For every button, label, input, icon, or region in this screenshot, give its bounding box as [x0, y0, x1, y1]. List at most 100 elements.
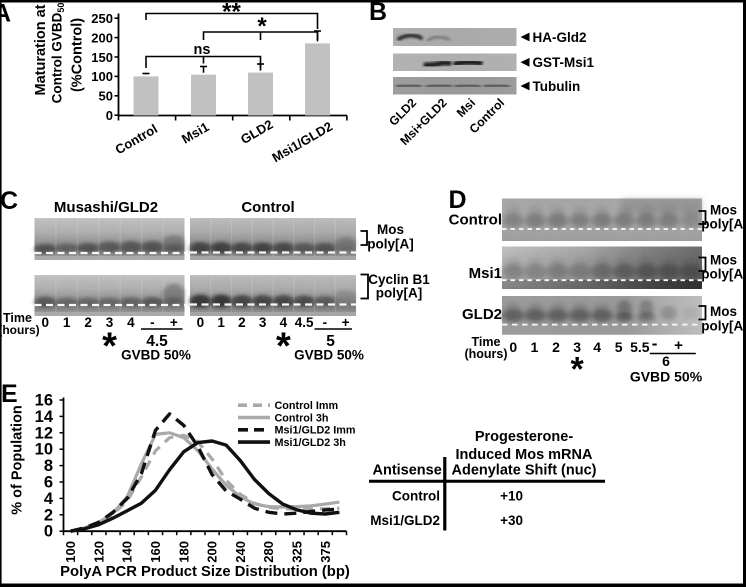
svg-text:Msi1: Msi1: [469, 265, 502, 282]
svg-text:Maturation at: Maturation at: [33, 4, 49, 95]
svg-text:*: *: [102, 326, 117, 368]
svg-text:E: E: [1, 380, 18, 408]
svg-text:-: -: [150, 315, 155, 330]
svg-text:50: 50: [99, 89, 113, 104]
svg-text:4.5: 4.5: [146, 333, 168, 350]
svg-text:(hours): (hours): [464, 347, 507, 361]
svg-text:280: 280: [261, 541, 276, 563]
svg-text:+: +: [342, 315, 350, 330]
svg-text:8: 8: [44, 457, 53, 475]
svg-text:3: 3: [259, 315, 267, 330]
svg-text:C: C: [0, 187, 18, 215]
svg-text:0: 0: [44, 523, 53, 541]
svg-text:3: 3: [106, 315, 114, 330]
svg-text:4.5: 4.5: [295, 315, 314, 330]
svg-text:375: 375: [318, 541, 333, 563]
svg-text:Time: Time: [472, 335, 501, 349]
svg-text:-: -: [652, 334, 658, 353]
svg-text:2: 2: [238, 315, 246, 330]
svg-text:poly[A]: poly[A]: [701, 217, 746, 232]
svg-text:(%Control): (%Control): [70, 18, 86, 92]
svg-text:Control: Control: [241, 199, 294, 216]
svg-text:180: 180: [176, 541, 191, 563]
svg-text:6: 6: [44, 474, 53, 492]
svg-text:Adenylate Shift (nuc): Adenylate Shift (nuc): [451, 463, 596, 479]
svg-text:*: *: [570, 351, 584, 389]
svg-text:160: 160: [148, 541, 163, 563]
svg-text:2: 2: [552, 339, 560, 355]
svg-text:*: *: [257, 13, 267, 40]
svg-text:Tubulin: Tubulin: [533, 79, 581, 94]
svg-text:2: 2: [44, 506, 53, 524]
svg-text:D: D: [449, 186, 467, 214]
svg-text:200: 200: [91, 30, 113, 45]
svg-text:+10: +10: [500, 489, 523, 504]
svg-text:14: 14: [35, 408, 54, 426]
svg-text:4: 4: [44, 490, 54, 508]
svg-text:Mos: Mos: [710, 253, 737, 268]
svg-text:4: 4: [127, 315, 135, 330]
svg-text:Mos: Mos: [710, 203, 737, 218]
svg-text:12: 12: [35, 424, 53, 442]
svg-text:-: -: [323, 315, 328, 330]
svg-text:(hours): (hours): [0, 323, 40, 337]
svg-text:100: 100: [63, 541, 78, 563]
svg-text:0: 0: [197, 315, 205, 330]
svg-text:1: 1: [63, 315, 71, 330]
svg-text:5: 5: [615, 339, 623, 355]
svg-text:GST-Msi1: GST-Msi1: [533, 55, 595, 70]
svg-text:Induced Mos mRNA: Induced Mos mRNA: [456, 447, 593, 463]
svg-text:10: 10: [35, 441, 53, 459]
svg-text:poly[A]: poly[A]: [701, 319, 746, 334]
svg-text:Progesterone-: Progesterone-: [475, 429, 573, 445]
svg-text:150: 150: [91, 50, 113, 65]
svg-text:**: **: [222, 0, 241, 26]
svg-text:Msi1/GLD2 3h: Msi1/GLD2 3h: [275, 437, 346, 449]
svg-text:1: 1: [217, 315, 225, 330]
svg-text:*: *: [276, 326, 291, 368]
svg-text:ns: ns: [194, 42, 211, 58]
svg-text:+30: +30: [500, 513, 523, 528]
svg-text:240: 240: [233, 541, 248, 563]
svg-text:GLD2: GLD2: [462, 306, 502, 323]
svg-text:0: 0: [509, 339, 517, 355]
svg-text:0: 0: [41, 315, 49, 330]
svg-text:Antisense: Antisense: [372, 463, 441, 479]
svg-text:5.5: 5.5: [630, 339, 650, 355]
svg-text:6: 6: [662, 353, 670, 369]
svg-text:poly[A]: poly[A]: [376, 286, 423, 301]
svg-text:Mos: Mos: [377, 222, 404, 237]
svg-text:120: 120: [91, 541, 106, 563]
svg-text:3: 3: [573, 339, 581, 355]
svg-text:Musashi/GLD2: Musashi/GLD2: [54, 199, 158, 216]
svg-text:GVBD 50%: GVBD 50%: [294, 348, 364, 363]
svg-text:A: A: [0, 0, 11, 28]
svg-text:PolyA PCR Product Size Distrib: PolyA PCR Product Size Distribution (bp): [60, 564, 350, 580]
svg-text:0: 0: [106, 108, 113, 123]
svg-text:4: 4: [280, 315, 288, 330]
svg-text:16: 16: [35, 392, 53, 410]
svg-text:325: 325: [289, 541, 304, 563]
svg-text:1: 1: [531, 339, 539, 355]
svg-text:HA-Gld2: HA-Gld2: [533, 30, 587, 45]
svg-text:4: 4: [593, 339, 601, 355]
svg-text:Cyclin B1: Cyclin B1: [368, 272, 430, 287]
svg-text:% of Population: % of Population: [10, 405, 26, 515]
svg-text:Control Imm: Control Imm: [275, 400, 339, 412]
svg-text:poly[A]: poly[A]: [367, 237, 414, 252]
svg-text:+: +: [170, 315, 178, 330]
svg-text:2: 2: [84, 315, 92, 330]
svg-text:poly[A]: poly[A]: [701, 267, 746, 282]
svg-text:140: 140: [120, 541, 135, 563]
svg-text:Control: Control: [449, 212, 502, 229]
svg-text:GVBD 50%: GVBD 50%: [630, 369, 703, 385]
svg-text:250: 250: [91, 11, 113, 26]
svg-text:Control GVBD50: Control GVBD50: [50, 3, 67, 104]
svg-text:Control: Control: [392, 489, 440, 504]
svg-text:Control 3h: Control 3h: [275, 412, 329, 424]
svg-text:GVBD 50%: GVBD 50%: [121, 348, 191, 363]
svg-text:200: 200: [205, 541, 220, 563]
svg-text:Mos: Mos: [710, 304, 737, 319]
svg-text:B: B: [369, 0, 387, 26]
svg-text:Time: Time: [3, 311, 32, 325]
